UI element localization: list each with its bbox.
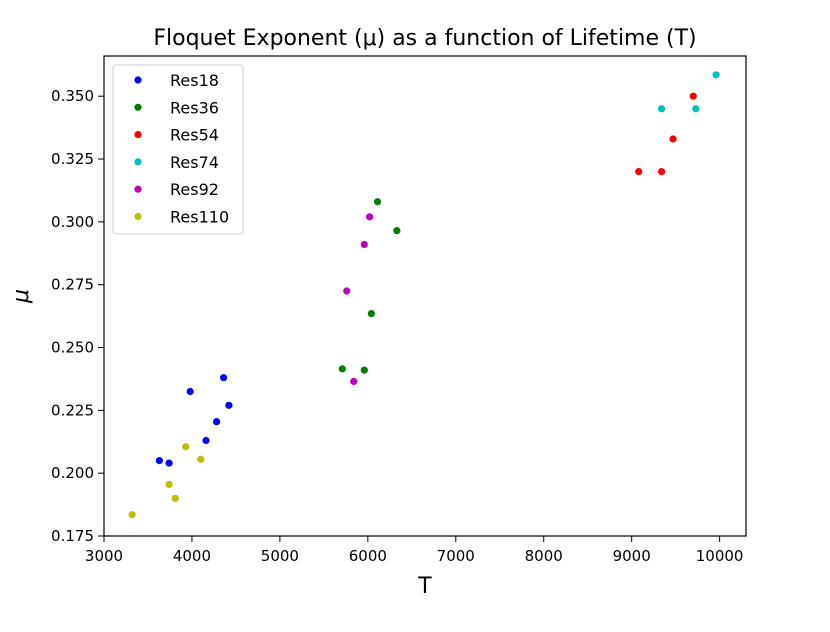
y-tick-label: 0.300 [51,213,94,231]
point-res110 [165,480,173,489]
x-tick-label: 9000 [613,547,651,565]
point-res110 [182,443,190,451]
point-res18 [202,436,210,445]
point-res54 [689,92,697,100]
point-res36 [338,365,346,373]
point-res54 [669,135,677,143]
point-res92 [350,377,358,386]
y-axis-label: μ [9,289,34,304]
legend-label: Res74 [170,153,219,172]
point-res36 [360,366,368,374]
legend: Res18 Res36 Res54 Res74 Res92 Res110 [112,64,244,235]
plot-frame [103,55,747,537]
point-res18 [220,374,228,382]
x-tick-label: 10000 [696,547,744,565]
point-res74 [657,105,666,113]
y-axis-ticks: 0.175 0.200 0.225 0.250 0.275 0.300 0.325 0.350 [51,87,104,545]
point-res92 [343,287,351,295]
legend-marker-res92 [134,185,142,193]
point-res54 [635,168,643,176]
legend-marker-res18 [134,76,142,84]
point-res36 [373,198,382,206]
y-tick-label: 0.275 [51,276,94,294]
point-res18 [186,387,194,396]
legend-label: Res54 [170,126,219,145]
y-tick-label: 0.350 [51,87,94,105]
legend-label: Res36 [170,98,219,117]
point-res18 [212,418,221,426]
point-res110 [197,455,205,463]
legend-marker-res110 [134,212,142,221]
point-res36 [393,227,401,235]
y-tick-label: 0.325 [51,150,94,168]
x-tick-label: 4000 [173,547,211,565]
point-res74 [692,105,700,113]
point-res18 [225,401,233,409]
point-res54 [657,168,666,176]
data-points [128,71,720,519]
legend-box [112,64,244,235]
point-res36 [367,309,375,318]
point-res74 [712,71,720,79]
y-tick-label: 0.225 [51,401,94,419]
point-res92 [365,213,374,221]
x-axis-label: T [417,574,432,599]
point-res92 [360,240,368,249]
legend-marker-res54 [134,131,142,139]
x-axis-ticks: 3000 4000 5000 6000 7000 8000 9000 10000 [85,536,744,565]
x-tick-label: 5000 [261,547,299,565]
y-tick-label: 0.200 [51,464,94,482]
y-tick-label: 0.175 [51,527,94,545]
y-tick-label: 0.250 [51,339,94,357]
x-tick-label: 3000 [85,547,123,565]
point-res110 [128,511,136,519]
legend-label: Res18 [170,71,219,90]
point-res18 [155,457,164,465]
legend-marker-res74 [134,158,142,166]
legend-marker-res36 [134,103,142,111]
x-tick-label: 7000 [437,547,475,565]
point-res18 [165,459,173,467]
legend-label: Res110 [170,208,229,227]
x-tick-label: 8000 [525,547,563,565]
chart-title: Floquet Exponent (μ) as a function of Li… [153,26,696,51]
x-tick-label: 6000 [349,547,387,565]
point-res110 [171,494,179,502]
legend-label: Res92 [170,180,219,199]
